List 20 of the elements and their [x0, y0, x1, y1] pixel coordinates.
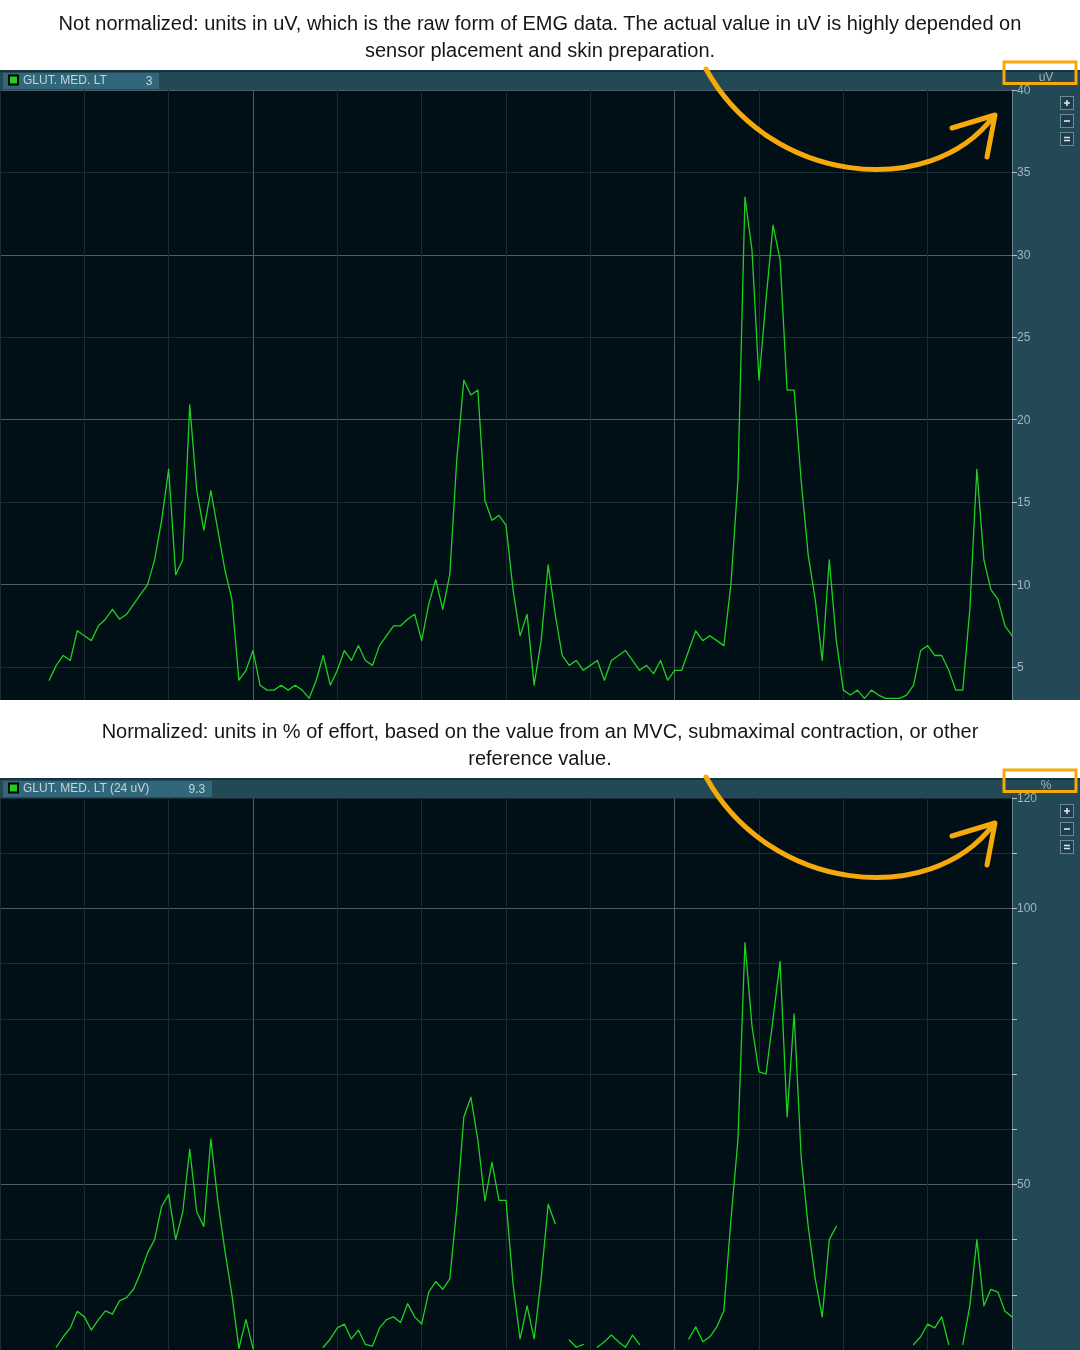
y-tick-label: 5: [1017, 660, 1024, 675]
text: 3: [145, 74, 153, 88]
line-series: [48, 196, 1013, 699]
chart-title: Not normalized: units in uV, which is the raw form of EMG data. The actual value in uV is highly depended on sensor placement and skin preparation.: [57, 11, 1023, 63]
y-tick-label: 10: [1017, 577, 1031, 592]
y-tick-label: 20: [1017, 412, 1031, 427]
y-axis-title: %: [1040, 778, 1052, 792]
y-tick-label: 35: [1017, 165, 1031, 180]
y-tick-label: 100: [1017, 901, 1038, 916]
y-axis-title: uV: [1038, 70, 1054, 84]
y-tick-label: 25: [1017, 330, 1031, 345]
y-tick-label: 120: [1017, 791, 1038, 805]
text: 9.3: [188, 782, 206, 796]
y-tick-label: 15: [1017, 495, 1031, 510]
y-tick-label: 30: [1017, 247, 1031, 262]
chart-title: Normalized: units in % of effort, based on the value from an MVC, submaximal contraction, or other reference value.: [100, 719, 980, 771]
y-tick-label: 50: [1017, 1177, 1031, 1192]
legend-label: GLUT. MED. LT (24 uV): [23, 781, 150, 795]
legend-label: GLUT. MED. LT: [23, 73, 108, 87]
y-tick-label: 40: [1017, 83, 1031, 97]
